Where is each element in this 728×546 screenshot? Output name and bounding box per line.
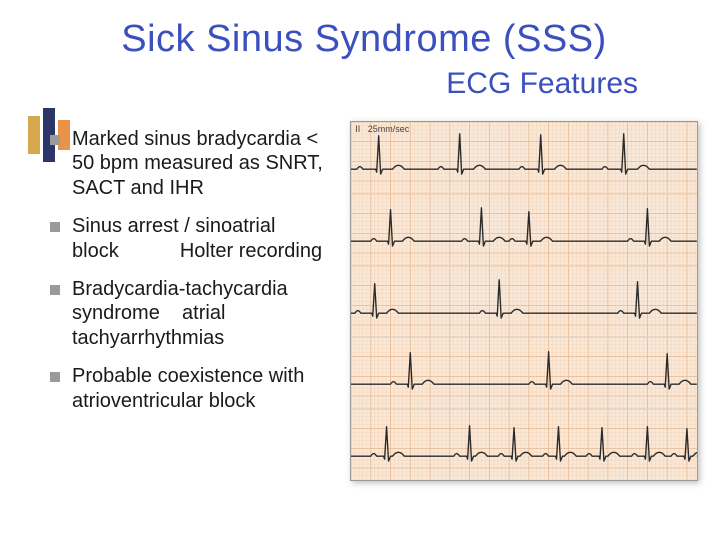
ecg-strip [351,266,697,338]
bullet-item: Bradycardia-tachycardia syndrome atrial … [50,277,338,350]
accent-bar [28,116,40,154]
ecg-lead-label: II 25mm/sec [355,124,409,134]
slide-container: Sick Sinus Syndrome (SSS) ECG Features M… [0,0,728,546]
ecg-strip [351,409,697,480]
bullet-item: Marked sinus bradycardia < 50 bpm measur… [50,127,338,200]
ecg-strip [351,337,697,409]
slide-title: Sick Sinus Syndrome (SSS) [30,18,698,61]
ecg-image: II 25mm/sec [350,121,698,481]
ecg-strip [351,194,697,266]
bullet-item: Sinus arrest / sinoatrial block Holter r… [50,214,338,263]
ecg-strip: II 25mm/sec [351,122,697,194]
bullet-list: Marked sinus bradycardia < 50 bpm measur… [30,121,338,481]
content-row: Marked sinus bradycardia < 50 bpm measur… [30,121,698,481]
slide-subtitle: ECG Features [30,67,638,101]
bullet-item: Probable coexistence with atrioventricul… [50,364,338,413]
